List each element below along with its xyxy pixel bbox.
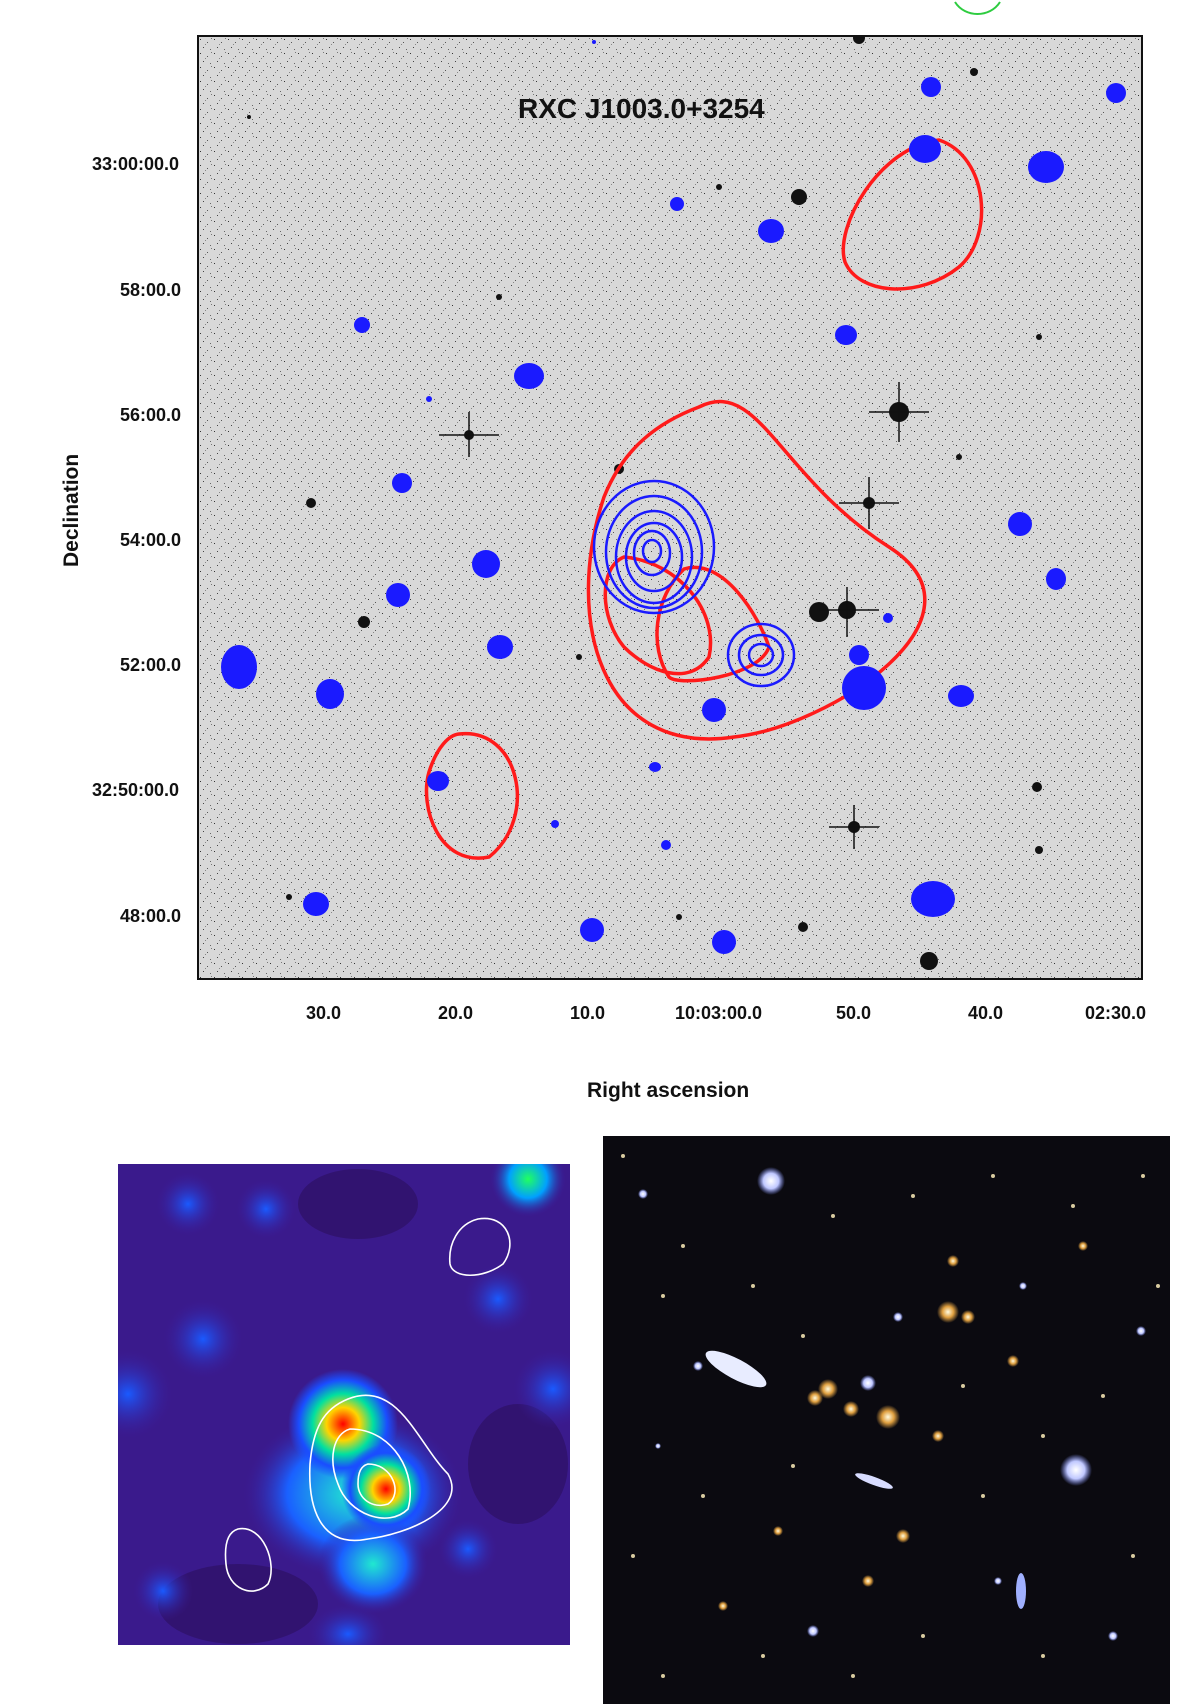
dec-tick: 48:00.0 — [120, 906, 182, 926]
main-sky-image — [199, 37, 1141, 978]
ra-tick: 10.0 — [570, 1003, 606, 1023]
x-axis-label: Right ascension — [587, 1079, 750, 1102]
main-panel — [197, 35, 1143, 980]
dec-tick: 32:50:00.0 — [92, 780, 180, 800]
dec-tick: 33:00:00.0 — [92, 154, 180, 174]
y-axis-label: Declination — [60, 453, 83, 567]
ra-tick: 02:30.0 — [1085, 1003, 1147, 1023]
ra-tick: 30.0 — [306, 1003, 342, 1023]
ra-tick: 40.0 — [968, 1003, 1004, 1023]
green-arc — [954, 1, 1001, 15]
ra-tick: 50.0 — [836, 1003, 872, 1023]
red-density-contours — [424, 138, 984, 860]
false-colour-map — [118, 1164, 570, 1645]
figure-title: RXC J1003.0+3254 — [518, 93, 765, 124]
dec-tick: 52:00.0 — [120, 655, 182, 675]
diffraction-spikes — [439, 382, 929, 849]
inset-white-contours — [224, 1217, 511, 1592]
ra-tick: 10:03:00.0 — [675, 1003, 763, 1023]
ra-tick: 20.0 — [438, 1003, 474, 1023]
blue-xray-contours — [592, 479, 796, 688]
dec-tick: 58:00.0 — [120, 280, 182, 300]
dec-tick: 54:00.0 — [120, 530, 182, 550]
dec-tick: 56:00.0 — [120, 405, 182, 425]
colour-optical-image — [603, 1136, 1170, 1704]
blue-point-sources — [221, 40, 1126, 954]
